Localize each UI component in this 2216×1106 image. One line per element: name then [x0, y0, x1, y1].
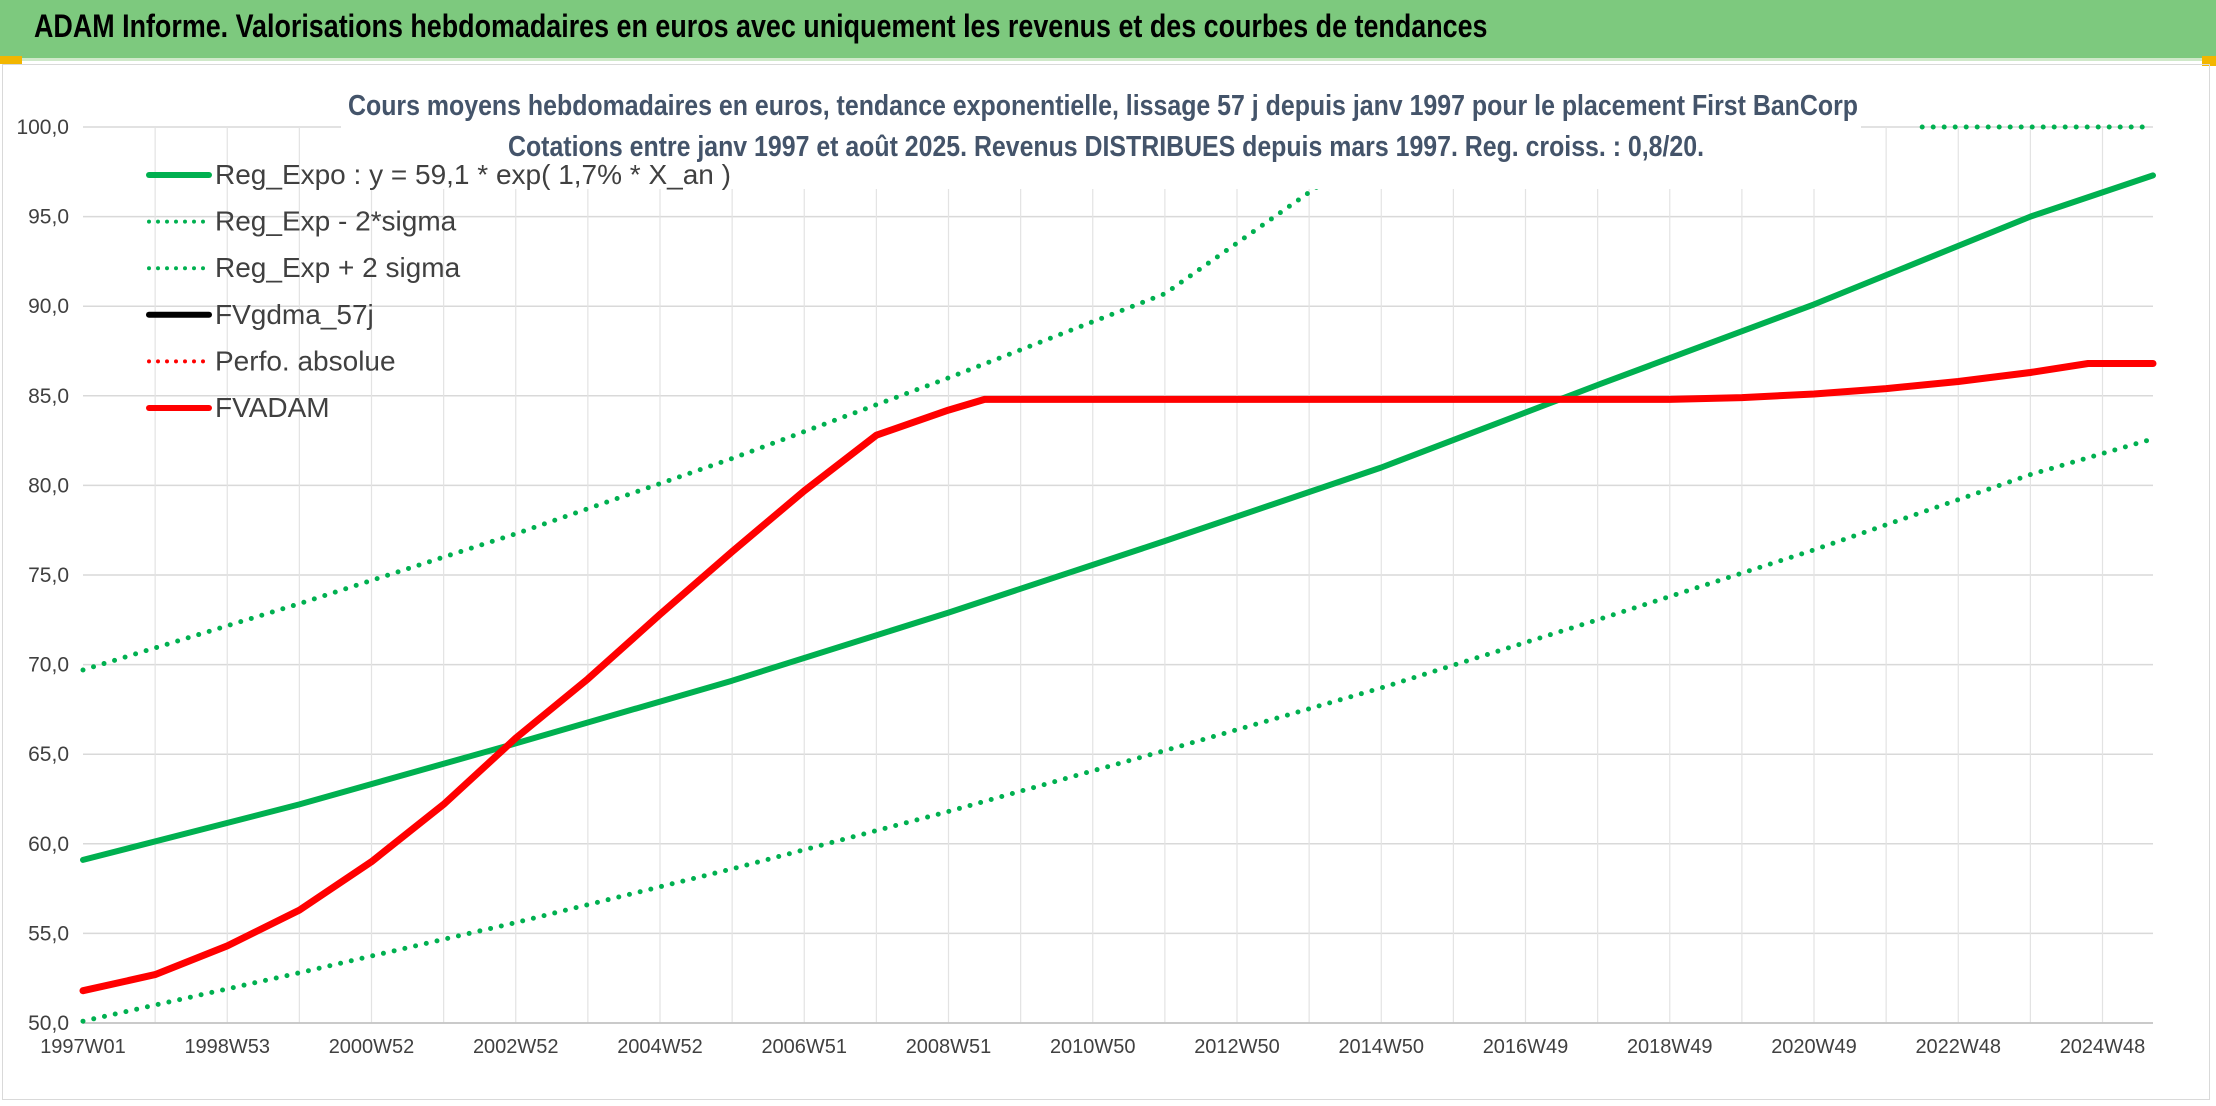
x-tick-label: 2004W52: [617, 1036, 703, 1058]
chart-subtitle: Cotations entre janv 1997 et août 2025. …: [508, 131, 1704, 163]
y-tick-label: 85,0: [28, 385, 69, 408]
page-title: ADAM Informe. Valorisations hebdomadaire…: [34, 8, 1488, 44]
x-tick-label: 2002W52: [473, 1036, 559, 1058]
chart-area: Cours moyens hebdomadaires en euros, ten…: [2, 64, 2210, 1100]
x-tick-label: 2006W51: [761, 1036, 847, 1058]
legend-label: Reg_Exp + 2 sigma: [215, 252, 461, 283]
series-line: [79, 360, 2157, 995]
legend-label: FVgdma_57j: [215, 299, 374, 330]
x-tick-label: 2008W51: [906, 1036, 992, 1058]
y-tick-label: 65,0: [28, 743, 69, 766]
corner-marker-right: [2202, 56, 2216, 66]
y-tick-label: 75,0: [28, 564, 69, 587]
legend: Reg_Expo : y = 59,1 * exp( 1,7% * X_an )…: [146, 159, 731, 423]
x-tick-label: 2018W49: [1627, 1036, 1713, 1058]
y-tick-label: 60,0: [28, 833, 69, 856]
header-bar: ADAM Informe. Valorisations hebdomadaire…: [0, 0, 2216, 61]
series-layer: [79, 124, 2157, 1024]
x-tick-label: 2010W50: [1050, 1036, 1136, 1058]
chart-title: Cours moyens hebdomadaires en euros, ten…: [348, 90, 1858, 122]
y-tick-label: 90,0: [28, 295, 69, 318]
axis-labels: 50,0 55,0 60,0 65,0 70,0 75,0 80,0 85,0 90,0 95,0…: [16, 116, 2145, 1058]
y-tick-label: 70,0: [28, 654, 69, 677]
legend-label: Reg_Exp - 2*sigma: [215, 206, 457, 237]
title-background: [341, 89, 1861, 189]
chart-title-block: Cours moyens hebdomadaires en euros, ten…: [341, 89, 1861, 189]
y-tick-label: 95,0: [28, 206, 69, 229]
legend-label: FVADAM: [215, 392, 330, 423]
y-tick-label: 55,0: [28, 922, 69, 945]
series-line: [80, 436, 2156, 1024]
chart-svg: Cours moyens hebdomadaires en euros, ten…: [16, 89, 2157, 1058]
y-tick-label: 80,0: [28, 474, 69, 497]
legend-label: Reg_Expo : y = 59,1 * exp( 1,7% * X_an ): [215, 159, 731, 190]
x-tick-label: 2024W48: [2060, 1036, 2146, 1058]
x-tick-label: 2000W52: [329, 1036, 415, 1058]
x-tick-label: 2016W49: [1483, 1036, 1569, 1058]
x-tick-label: 1998W53: [184, 1036, 270, 1058]
corner-marker-left: [0, 56, 22, 64]
x-tick-label: 2014W50: [1338, 1036, 1424, 1058]
y-tick-label: 100,0: [16, 116, 69, 139]
legend-label: Perfo. absolue: [215, 345, 396, 376]
series-line: [80, 174, 1334, 673]
x-tick-label: 2020W49: [1771, 1036, 1857, 1058]
x-tick-label: 2012W50: [1194, 1036, 1280, 1058]
series-line: [80, 396, 1016, 994]
x-tick-label: 2022W48: [1915, 1036, 2001, 1058]
y-tick-label: 50,0: [28, 1012, 69, 1035]
series-line: [80, 172, 2156, 863]
x-tick-label: 1997W01: [40, 1036, 126, 1058]
